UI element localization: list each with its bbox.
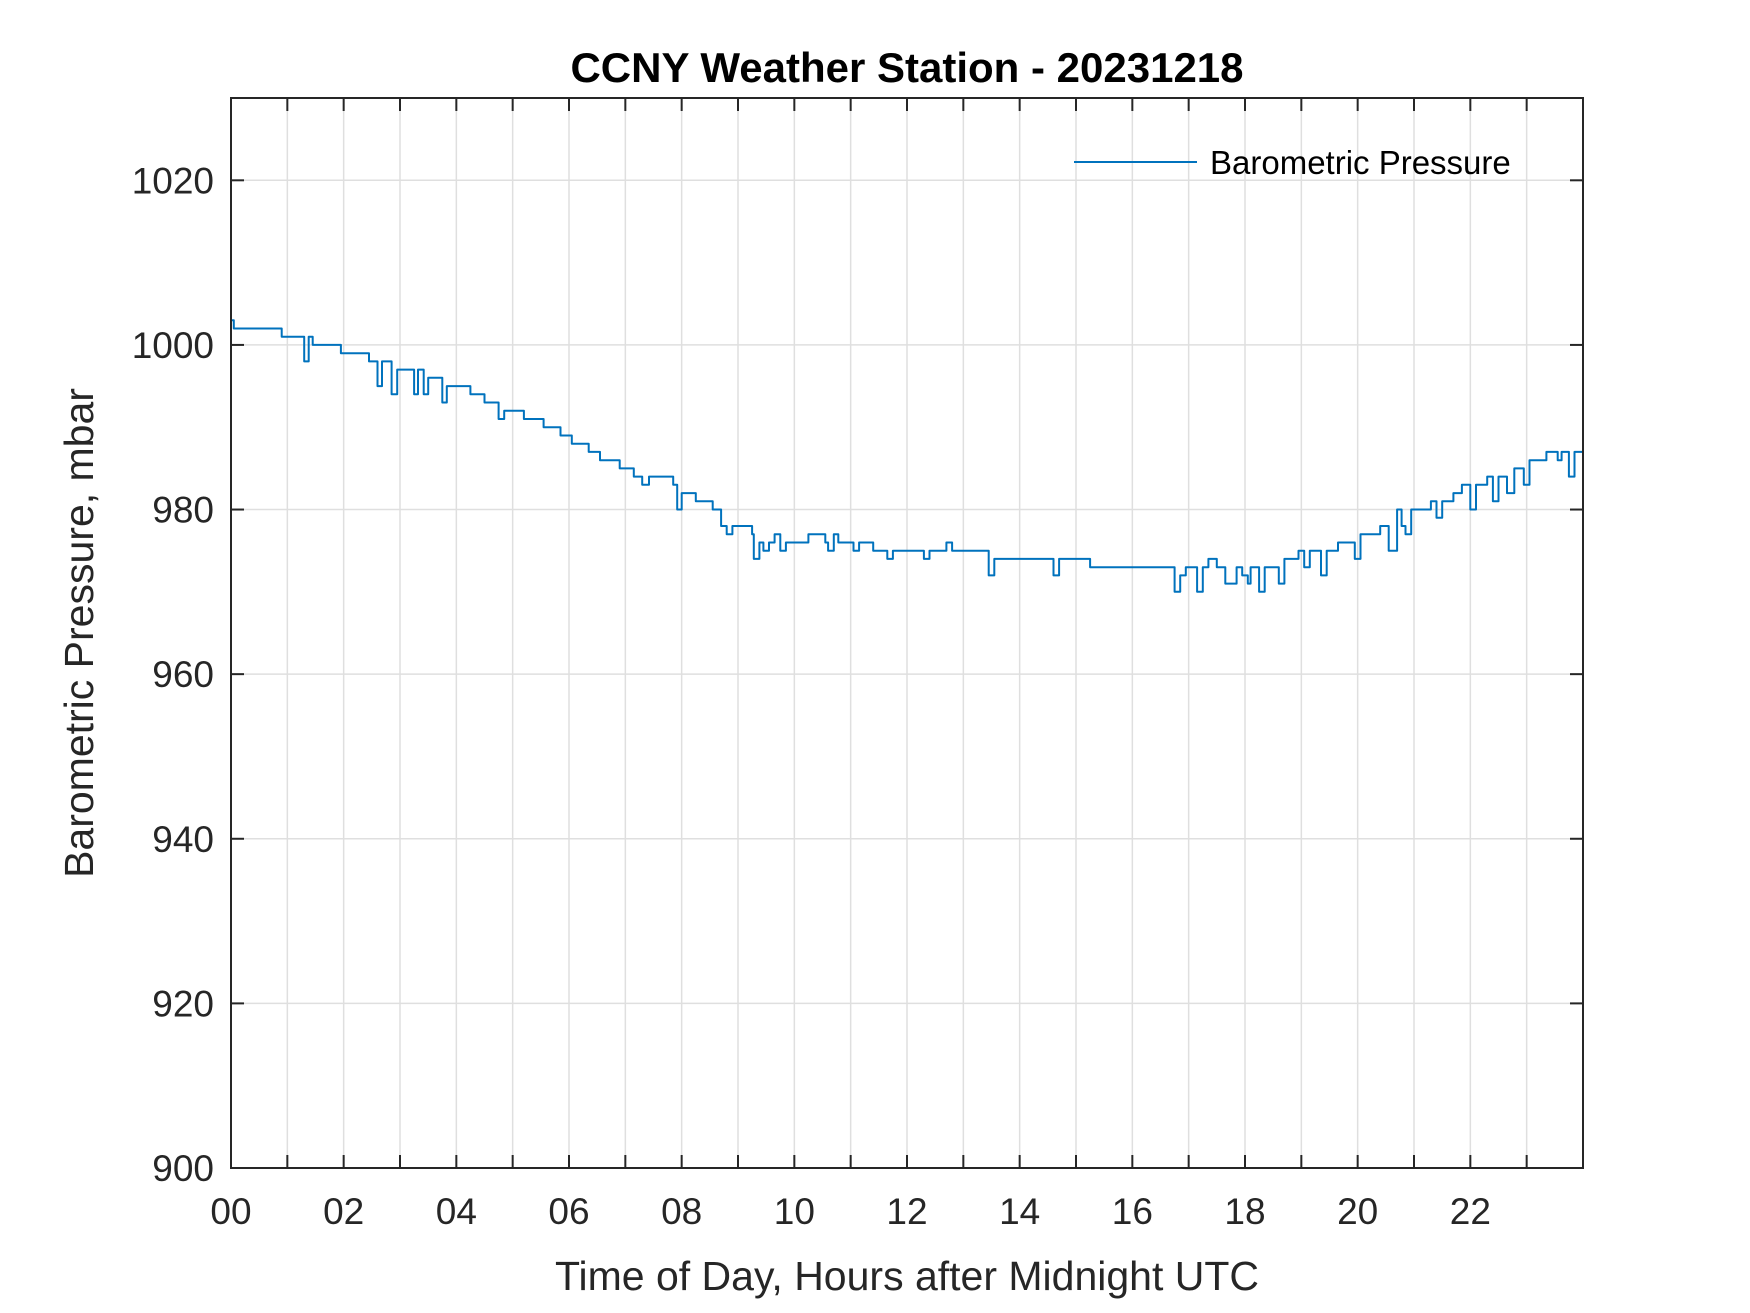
legend: Barometric Pressure bbox=[1074, 144, 1511, 181]
y-tick-label: 960 bbox=[152, 654, 214, 695]
x-axis-label: Time of Day, Hours after Midnight UTC bbox=[555, 1253, 1259, 1299]
chart-title: CCNY Weather Station - 20231218 bbox=[570, 44, 1243, 91]
x-tick-label: 12 bbox=[886, 1191, 927, 1232]
y-tick-label: 1020 bbox=[132, 160, 214, 201]
x-tick-label: 22 bbox=[1450, 1191, 1491, 1232]
series-group bbox=[231, 319, 1583, 593]
y-tick-label: 920 bbox=[152, 983, 214, 1024]
x-tick-label: 14 bbox=[999, 1191, 1040, 1232]
x-tick-label: 00 bbox=[210, 1191, 251, 1232]
y-tick-label: 1000 bbox=[132, 325, 214, 366]
y-axis-label: Barometric Pressure, mbar bbox=[56, 388, 102, 878]
x-tick-label: 16 bbox=[1112, 1191, 1153, 1232]
ticks bbox=[230, 98, 1583, 1169]
y-tick-label: 940 bbox=[152, 819, 214, 860]
y-tick-label: 900 bbox=[152, 1148, 214, 1189]
x-tick-label: 10 bbox=[774, 1191, 815, 1232]
y-tick-labels: 900 920 940 960 980 1000 1020 bbox=[132, 160, 214, 1189]
x-tick-labels: 00 02 04 06 08 10 12 14 16 18 20 22 bbox=[210, 1191, 1490, 1232]
series-line-barometric-pressure bbox=[231, 319, 1583, 593]
x-tick-label: 20 bbox=[1337, 1191, 1378, 1232]
x-tick-label: 02 bbox=[323, 1191, 364, 1232]
x-tick-label: 06 bbox=[548, 1191, 589, 1232]
legend-entry-barometric-pressure: Barometric Pressure bbox=[1210, 144, 1511, 181]
x-tick-label: 18 bbox=[1224, 1191, 1265, 1232]
x-tick-label: 04 bbox=[436, 1191, 477, 1232]
y-tick-label: 980 bbox=[152, 490, 214, 531]
x-tick-label: 08 bbox=[661, 1191, 702, 1232]
